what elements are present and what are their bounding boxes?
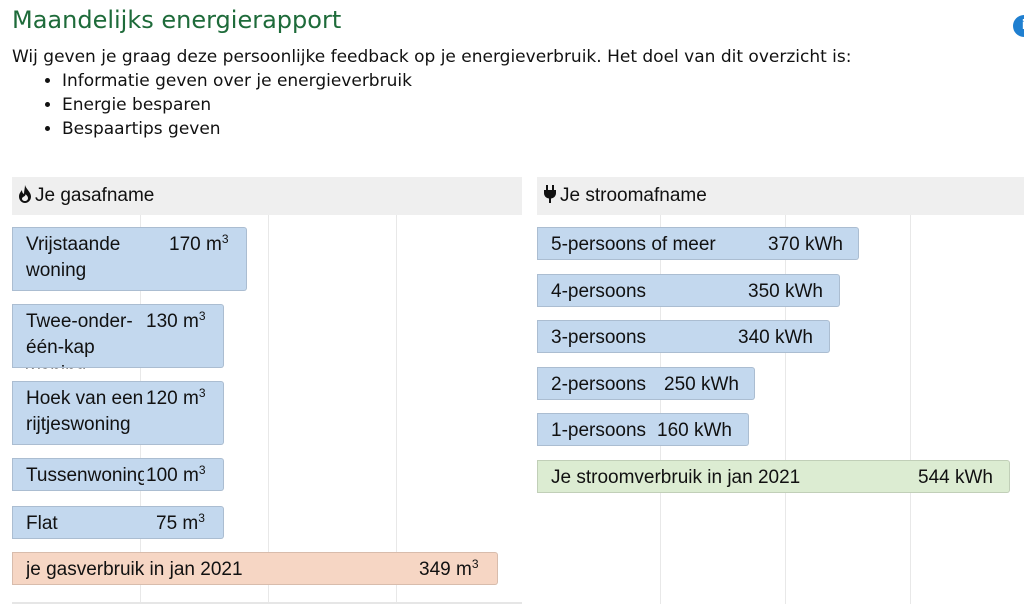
gas-bar-label: je gasverbruik in jan 2021 xyxy=(26,559,243,580)
gridline xyxy=(910,215,911,604)
goal-item: Bespaartips geven xyxy=(62,117,1012,141)
goal-item: Informatie geven over je energieverbruik xyxy=(62,69,1012,93)
gas-bar: Flat 75 m3 xyxy=(12,506,224,539)
intro-paragraph: Wij geven je graag deze persoonlijke fee… xyxy=(12,47,852,67)
power-bar: 5-persoons of meer 370 kWh xyxy=(537,227,859,260)
gas-bar-label: Hoek van een rijtjeswoning xyxy=(26,388,144,435)
gas-chart: Vrijstaande woning 170 m3 Twee-onder-één-k… xyxy=(12,215,522,604)
power-bar-label: 2-persoons xyxy=(551,374,647,395)
gridline xyxy=(268,215,269,604)
power-bar-value: 160 kWh xyxy=(657,420,732,441)
gas-bar: je gasverbruik in jan 2021 349 m3 xyxy=(12,552,498,585)
gas-bar-value: 170 m3 xyxy=(169,232,229,255)
gridline xyxy=(660,215,661,604)
axis-line xyxy=(12,602,522,604)
goal-item: Energie besparen xyxy=(62,93,1012,117)
gas-bar: Twee-onder-één-kap woning 130 m3 xyxy=(12,304,224,369)
power-bar-label: 1-persoons xyxy=(551,420,647,441)
gas-bar: Hoek van een rijtjeswoning 120 m3 xyxy=(12,381,224,445)
power-bar-value: 544 kWh xyxy=(918,467,993,488)
power-bar: 4-persoons 350 kWh xyxy=(537,274,840,307)
gas-panel-title: Je gasafname xyxy=(35,185,155,206)
power-bar: Je stroomverbruik in jan 2021 544 kWh xyxy=(537,460,1010,493)
gas-bar: Vrijstaande woning 170 m3 xyxy=(12,227,247,291)
power-bar-label: 3-persoons xyxy=(551,327,647,348)
power-bar-value: 370 kWh xyxy=(768,234,843,255)
intro-text: Wij geven je graag deze persoonlijke fee… xyxy=(12,45,1012,141)
gas-bar-label: Twee-onder-één-kap woning xyxy=(26,311,133,369)
gas-bar-label: Flat xyxy=(26,513,58,534)
gridline xyxy=(396,215,397,604)
power-bar: 2-persoons 250 kWh xyxy=(537,367,755,400)
gas-bar-value: 75 m3 xyxy=(156,511,205,534)
power-chart: 5-persoons of meer 370 kWh 4-persoons 350 k… xyxy=(537,215,1024,604)
plug-icon xyxy=(544,185,556,203)
power-bar-value: 250 kWh xyxy=(664,374,739,395)
gas-bar-label: Tussenwoning xyxy=(26,465,144,486)
gridline xyxy=(785,215,786,604)
gas-bar: Tussenwoning 100 m3 xyxy=(12,458,224,491)
gas-panel-header: Je gasafname xyxy=(12,177,522,215)
power-bar-label: Je stroomverbruik in jan 2021 xyxy=(551,467,801,488)
gas-bar-value: 120 m3 xyxy=(146,386,206,409)
gas-bar-value: 130 m3 xyxy=(146,309,206,332)
info-icon[interactable]: i xyxy=(1013,15,1024,37)
power-bar-value: 350 kWh xyxy=(748,281,823,302)
power-bar-label: 4-persoons xyxy=(551,281,647,302)
page-title: Maandelijks energierapport xyxy=(12,6,342,34)
gas-bar-label: Vrijstaande woning xyxy=(26,234,121,281)
power-bar-value: 340 kWh xyxy=(738,327,813,348)
power-bar-label: 5-persoons of meer xyxy=(551,234,716,255)
goals-list: Informatie geven over je energieverbruik… xyxy=(12,69,1012,141)
gas-bar-value: 100 m3 xyxy=(146,463,206,486)
power-bar: 1-persoons 160 kWh xyxy=(537,413,749,446)
power-bar: 3-persoons 340 kWh xyxy=(537,320,830,353)
gas-panel: Je gasafname Vrijstaande woning 170 m3 Twe… xyxy=(12,177,522,604)
flame-icon xyxy=(19,185,31,203)
power-panel: Je stroomafname 5-persoons of meer 370 kW… xyxy=(537,177,1024,604)
power-panel-title: Je stroomafname xyxy=(560,185,707,206)
gas-bar-value: 349 m3 xyxy=(419,557,479,580)
power-panel-header: Je stroomafname xyxy=(537,177,1024,215)
